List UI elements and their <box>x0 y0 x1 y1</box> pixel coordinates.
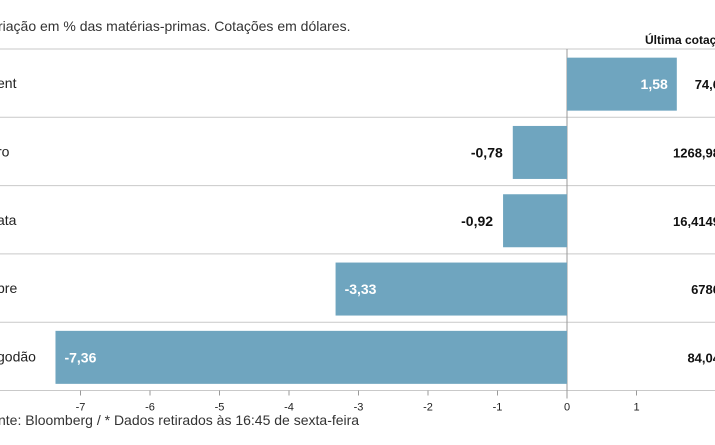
last-quote-header: Última cotaç <box>645 33 715 47</box>
bar <box>512 125 567 179</box>
bar <box>503 194 567 248</box>
x-tick-label: 1 <box>633 402 639 414</box>
bar <box>55 330 567 384</box>
x-tick-label: -7 <box>76 402 86 414</box>
x-tick-label: -2 <box>423 402 433 414</box>
category-label: godão <box>0 348 36 364</box>
category-label: ata <box>0 212 17 228</box>
chart-subtitle: riação em % das matérias-primas. Cotaçõe… <box>0 18 351 34</box>
last-quote-value: 16,4149 <box>673 214 715 229</box>
bar <box>567 57 677 111</box>
x-tick-label: -5 <box>215 402 225 414</box>
value-label: 1,58 <box>641 76 668 92</box>
x-tick-label: -6 <box>145 402 155 414</box>
value-label: -3,33 <box>345 281 377 297</box>
last-quote-value: 74,6 <box>695 77 715 92</box>
last-quote-value: 6786 <box>691 282 715 297</box>
category-label: bre <box>0 280 17 296</box>
x-tick-label: 0 <box>564 402 570 414</box>
category-label: ent <box>0 75 17 91</box>
value-label: -0,92 <box>461 213 493 229</box>
x-tick-label: -3 <box>354 402 364 414</box>
x-tick-label: -4 <box>284 402 294 414</box>
value-label: -0,78 <box>471 144 503 160</box>
last-quote-value: 1268,98 <box>673 145 715 160</box>
category-label: ro <box>0 143 10 159</box>
value-label: -7,36 <box>64 349 96 365</box>
chart-source-note: nte: Bloomberg / * Dados retirados às 16… <box>0 412 360 428</box>
bar <box>335 262 567 316</box>
x-tick-label: -1 <box>493 402 503 414</box>
last-quote-value: 84,04 <box>687 350 715 365</box>
